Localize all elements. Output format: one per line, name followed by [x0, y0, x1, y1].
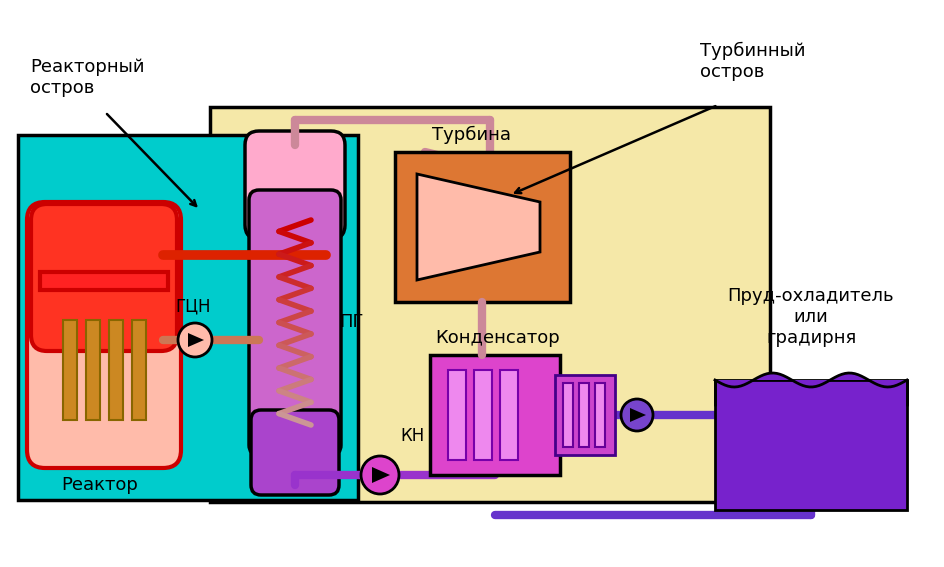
Polygon shape [188, 333, 204, 347]
Text: Турбинный
остров: Турбинный остров [700, 42, 804, 81]
Bar [18, 135, 358, 500]
Polygon shape [630, 408, 646, 422]
Bar [579, 383, 588, 447]
Bar [430, 355, 560, 475]
Bar [474, 370, 492, 460]
Polygon shape [416, 174, 539, 280]
Bar [109, 320, 123, 420]
Text: ПГ: ПГ [339, 313, 363, 331]
FancyBboxPatch shape [244, 131, 345, 239]
Bar [395, 152, 569, 302]
FancyBboxPatch shape [27, 202, 181, 468]
Bar [499, 370, 517, 460]
Bar [40, 272, 168, 290]
Bar [563, 383, 572, 447]
Bar [447, 370, 465, 460]
Bar [595, 383, 604, 447]
Text: Пруд-охладитель
или
градирня: Пруд-охладитель или градирня [727, 287, 893, 347]
Bar [63, 320, 76, 420]
Circle shape [177, 323, 211, 357]
Text: ГЦН: ГЦН [175, 297, 211, 315]
Text: Реакторный
остров: Реакторный остров [30, 58, 144, 97]
Bar [554, 375, 615, 455]
Text: КН: КН [399, 427, 424, 445]
FancyBboxPatch shape [251, 410, 339, 495]
Polygon shape [372, 467, 390, 483]
Text: Реактор: Реактор [61, 476, 138, 494]
Text: Турбина: Турбина [432, 126, 511, 144]
Bar [132, 320, 145, 420]
FancyBboxPatch shape [248, 190, 341, 455]
Text: Конденсатор: Конденсатор [434, 329, 559, 347]
Bar [86, 320, 100, 420]
Bar [715, 380, 906, 510]
Polygon shape [715, 373, 906, 387]
Circle shape [620, 399, 652, 431]
Bar [210, 107, 769, 502]
FancyBboxPatch shape [31, 204, 177, 351]
Circle shape [361, 456, 398, 494]
